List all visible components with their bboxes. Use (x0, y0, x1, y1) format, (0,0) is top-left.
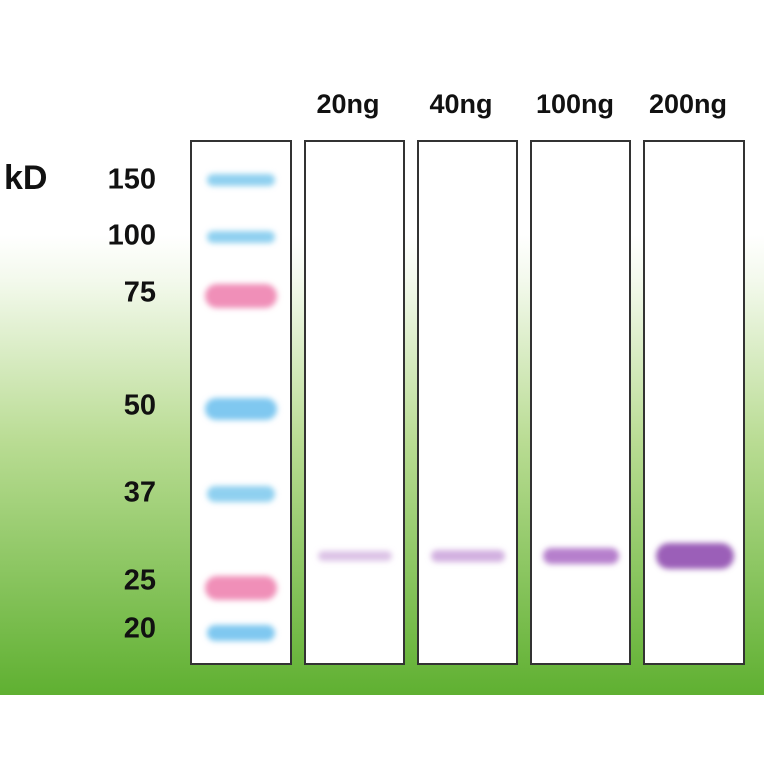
lane-label: 100ng (536, 89, 614, 119)
band (543, 548, 619, 564)
band (656, 543, 734, 569)
marker-label: 50 (124, 390, 156, 422)
marker-label: 20 (124, 613, 156, 645)
marker-label: 25 (124, 565, 156, 597)
marker-label: 37 (124, 477, 156, 509)
lane-label: 200ng (649, 89, 727, 119)
band (205, 398, 277, 420)
sample-bands (318, 543, 734, 569)
marker-label: 100 (108, 220, 156, 252)
lane-label: 20ng (316, 89, 379, 119)
lane-label: 40ng (429, 89, 492, 119)
band (205, 284, 277, 308)
sample-lane (643, 140, 745, 665)
band (207, 231, 275, 243)
unit-label: kD (4, 159, 47, 197)
marker-label: 75 (124, 277, 156, 309)
band (431, 550, 505, 562)
band (207, 486, 275, 502)
sample-lane (417, 140, 518, 665)
band (207, 625, 275, 641)
marker-label: 150 (108, 164, 156, 196)
band (207, 174, 275, 186)
band (318, 551, 392, 561)
sample-lane (530, 140, 631, 665)
ladder-bands (205, 174, 277, 641)
band (205, 576, 277, 600)
sample-lane (304, 140, 405, 665)
